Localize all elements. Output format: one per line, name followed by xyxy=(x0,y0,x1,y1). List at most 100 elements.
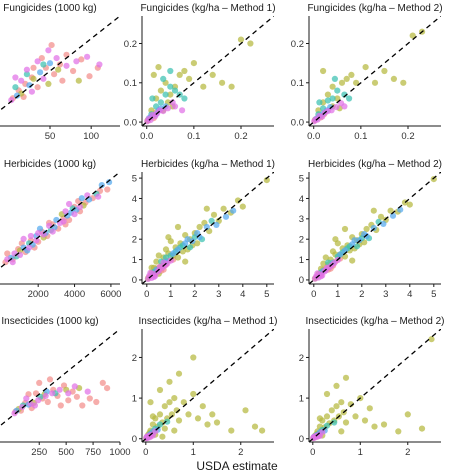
plot-area xyxy=(0,329,120,427)
x-tick-label: 2000 xyxy=(28,289,49,300)
data-point xyxy=(209,411,216,418)
data-point xyxy=(194,240,201,247)
data-point xyxy=(208,217,215,224)
data-point xyxy=(389,212,397,219)
data-point xyxy=(213,419,221,426)
data-point xyxy=(150,273,158,280)
data-point xyxy=(332,236,339,243)
data-point xyxy=(49,228,56,235)
reference-line xyxy=(0,329,120,427)
data-point xyxy=(173,407,180,414)
data-point xyxy=(84,53,91,60)
data-point xyxy=(79,402,86,409)
x-tick-label: 750 xyxy=(85,447,101,458)
data-point xyxy=(156,411,164,418)
data-point xyxy=(37,69,44,76)
data-point xyxy=(161,403,168,410)
x-tick-label: 4000 xyxy=(64,289,85,300)
panel-5: Herbicides (kg/ha – Method 1) 0 1 2 3 4 5 0 1 2 3 4… xyxy=(132,159,275,300)
data-point xyxy=(209,71,216,78)
data-point xyxy=(160,75,167,82)
panel-title: Herbicides (kg/ha – Method 1) xyxy=(141,159,275,170)
data-point xyxy=(96,61,103,68)
data-point xyxy=(338,428,345,435)
x-tick-label: 2 xyxy=(192,289,197,300)
data-point xyxy=(78,56,85,63)
data-point xyxy=(28,88,35,95)
data-point xyxy=(150,71,157,78)
data-point xyxy=(371,79,379,86)
data-point xyxy=(406,201,413,208)
data-point xyxy=(196,223,203,231)
data-point xyxy=(237,36,245,43)
data-point xyxy=(174,246,182,253)
data-point xyxy=(53,55,60,62)
data-point xyxy=(239,203,246,210)
panel-7: Insecticides (1000 kg) 250 500 750 1000 xyxy=(0,316,131,458)
data-point xyxy=(30,75,37,82)
x-tick-label: 5 xyxy=(264,289,269,300)
data-point xyxy=(353,79,360,86)
data-point xyxy=(86,73,93,80)
data-point xyxy=(23,66,30,73)
data-point xyxy=(71,383,78,390)
data-point xyxy=(228,83,235,90)
data-point xyxy=(175,370,183,377)
panel-title: Fungicides (kg/ha – Method 2) xyxy=(307,3,442,14)
data-point xyxy=(14,92,21,99)
data-point xyxy=(242,407,249,414)
data-point xyxy=(65,397,72,404)
data-point xyxy=(428,336,435,343)
data-point xyxy=(387,207,394,214)
data-point xyxy=(370,207,377,214)
data-point xyxy=(328,407,335,414)
data-point xyxy=(380,421,388,428)
data-point xyxy=(316,99,323,106)
data-point xyxy=(333,104,340,111)
x-tick-label: 500 xyxy=(58,447,74,458)
reference-line xyxy=(0,172,120,269)
panel-title: Fungicides (1000 kg) xyxy=(3,3,96,14)
data-point xyxy=(16,251,24,258)
data-point xyxy=(194,415,202,422)
data-point xyxy=(320,260,327,267)
data-point xyxy=(35,397,42,404)
reference-line xyxy=(309,172,441,284)
x-tick-label: 2 xyxy=(238,447,243,458)
x-tick-label: 100 xyxy=(83,131,99,142)
data-point xyxy=(171,87,179,94)
y-tick-label: 1 xyxy=(132,393,137,404)
plot-area xyxy=(142,329,274,442)
data-point xyxy=(49,390,56,397)
data-point xyxy=(36,379,43,386)
data-point xyxy=(38,55,45,62)
data-point xyxy=(66,200,73,208)
x-tick-label: 5 xyxy=(431,289,436,300)
y-tick-label: 2 xyxy=(299,235,304,246)
panel-title: Herbicides (kg/ha – Method 2) xyxy=(308,159,442,170)
data-point xyxy=(147,269,154,276)
data-point xyxy=(95,193,102,200)
x-tick-label: 0.0 xyxy=(307,131,320,142)
y-tick-label: 0.0 xyxy=(124,117,137,128)
x-tick-label: 0.2 xyxy=(234,131,247,142)
data-point xyxy=(40,61,47,68)
data-point xyxy=(98,182,105,189)
data-point xyxy=(155,267,162,274)
y-tick-label: 0 xyxy=(132,275,137,286)
data-point xyxy=(155,252,162,259)
data-point xyxy=(404,411,411,418)
data-point xyxy=(46,222,53,229)
data-point xyxy=(65,390,72,397)
data-point xyxy=(149,413,156,420)
data-point xyxy=(8,97,15,104)
data-point xyxy=(155,64,162,71)
data-point xyxy=(70,67,77,75)
panel-title: Herbicides (1000 kg) xyxy=(4,159,96,170)
data-point xyxy=(160,108,167,115)
plot-area xyxy=(309,16,441,126)
x-tick-label: 0.1 xyxy=(354,131,367,142)
data-point xyxy=(171,395,178,402)
data-point xyxy=(380,220,387,227)
